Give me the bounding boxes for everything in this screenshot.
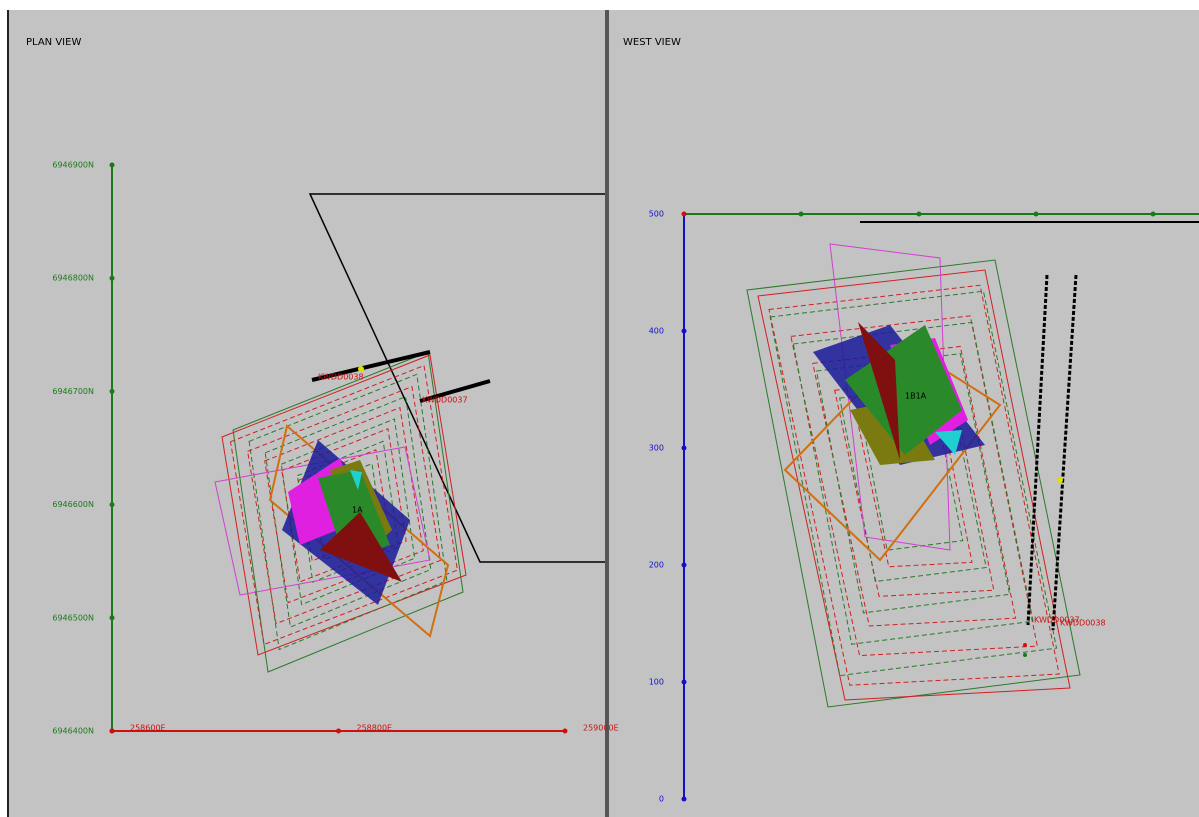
contour (229, 364, 459, 646)
axis-node (109, 502, 115, 508)
collar (358, 366, 364, 372)
drillhole (419, 379, 491, 403)
axis-node (1150, 211, 1156, 217)
easting-label: 259000E (583, 724, 619, 733)
axis-node (109, 388, 115, 394)
shape-label: 1B1A (905, 392, 927, 401)
axis-node (109, 615, 115, 621)
outline (746, 259, 1081, 708)
collar (1023, 653, 1027, 657)
axis-node (109, 275, 115, 281)
elevation-label: 500 (649, 210, 664, 219)
drillhole (1051, 274, 1078, 631)
contour (792, 321, 1034, 645)
northing-label: 6946800N (52, 274, 94, 283)
contour (247, 385, 441, 625)
axis-node (681, 679, 687, 685)
axis-node (916, 211, 922, 217)
elevation-label: 0 (659, 795, 664, 804)
axis-node (681, 562, 687, 568)
contour (264, 406, 424, 604)
northing-label: 6946700N (52, 387, 94, 396)
hole-label: KWDD0038 (1060, 619, 1106, 628)
northing-label: 6946600N (52, 500, 94, 509)
axis-node (109, 728, 115, 734)
contour (281, 428, 407, 583)
contour (264, 395, 432, 628)
contour (769, 290, 1058, 677)
plan-view: 6946900N 6946800N 6946700N 6946600N 6946500N… (52, 161, 618, 736)
outline (221, 354, 467, 656)
west-title: WEST VIEW (623, 37, 681, 48)
hole-label: KWDD0037 (1034, 616, 1080, 625)
contour (790, 315, 1038, 657)
elevation-label: 100 (649, 678, 664, 687)
solid (845, 325, 962, 455)
axis-node (681, 211, 687, 217)
plan-panel (9, 10, 605, 817)
solid (829, 243, 951, 551)
solid (214, 446, 431, 596)
northing-label: 6946400N (52, 727, 94, 736)
axis-node (681, 328, 687, 334)
drillhole (1026, 274, 1049, 626)
solid (320, 512, 402, 582)
plan-title: PLAN VIEW (26, 37, 81, 48)
elevation-label: 300 (649, 444, 664, 453)
elevation-label: 400 (649, 327, 664, 336)
axis-node (1033, 211, 1039, 217)
solid (350, 470, 362, 490)
axis-node (798, 211, 804, 217)
panel-divider (605, 10, 609, 817)
easting-label: 258600E (130, 724, 166, 733)
axis-node (681, 445, 687, 451)
solid (935, 430, 962, 455)
drillhole (311, 350, 431, 382)
contour (768, 284, 1060, 686)
collar (1023, 643, 1027, 647)
contour (280, 418, 416, 606)
northing-label: 6946900N (52, 161, 94, 170)
axis-node (109, 162, 115, 168)
axis-node (681, 796, 687, 802)
northing-label: 6946500N (52, 613, 94, 622)
collar (1057, 477, 1063, 483)
outline (232, 351, 464, 673)
boundary (308, 193, 605, 563)
axis-node (562, 728, 568, 734)
shape-label: 1A (352, 506, 363, 515)
axis-node (336, 728, 341, 734)
elevation-label: 200 (649, 561, 664, 570)
hole-label: KWDD0037 (422, 396, 468, 405)
outline (757, 269, 1071, 701)
hole-label: KWDD0038 (318, 373, 364, 382)
solid (858, 322, 900, 460)
easting-label: 258800E (357, 724, 393, 733)
